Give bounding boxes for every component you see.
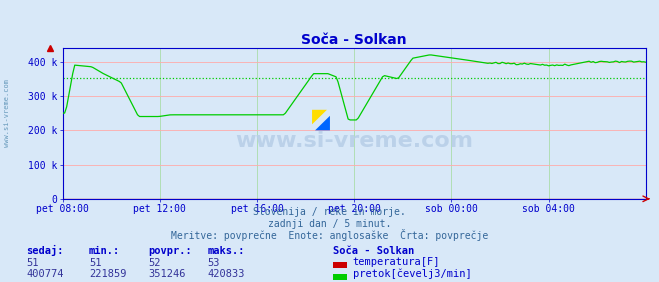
Text: temperatura[F]: temperatura[F]	[353, 257, 440, 267]
Text: pretok[čevelj3/min]: pretok[čevelj3/min]	[353, 268, 471, 279]
Text: maks.:: maks.:	[208, 246, 245, 256]
Text: 221859: 221859	[89, 269, 127, 279]
Text: 400774: 400774	[26, 269, 64, 279]
Title: Soča - Solkan: Soča - Solkan	[301, 33, 407, 47]
Text: zadnji dan / 5 minut.: zadnji dan / 5 minut.	[268, 219, 391, 229]
Text: 52: 52	[148, 258, 161, 268]
Text: povpr.:: povpr.:	[148, 246, 192, 256]
Text: www.si-vreme.com: www.si-vreme.com	[235, 131, 473, 151]
Text: sedaj:: sedaj:	[26, 245, 64, 256]
Text: ◤: ◤	[312, 106, 327, 125]
Text: Soča - Solkan: Soča - Solkan	[333, 246, 414, 256]
Text: 420833: 420833	[208, 269, 245, 279]
Text: min.:: min.:	[89, 246, 120, 256]
Text: Slovenija / reke in morje.: Slovenija / reke in morje.	[253, 207, 406, 217]
Text: www.si-vreme.com: www.si-vreme.com	[3, 79, 10, 147]
Text: 51: 51	[26, 258, 39, 268]
Text: Meritve: povprečne  Enote: anglosaške  Črta: povprečje: Meritve: povprečne Enote: anglosaške Črt…	[171, 229, 488, 241]
Text: 351246: 351246	[148, 269, 186, 279]
Text: 51: 51	[89, 258, 101, 268]
Text: ◢: ◢	[314, 112, 330, 131]
Text: 53: 53	[208, 258, 220, 268]
